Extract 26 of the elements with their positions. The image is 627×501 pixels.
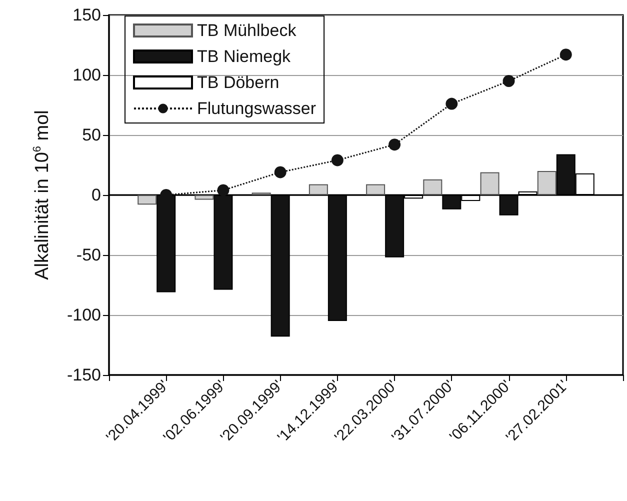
y-tick-label: 100 — [72, 66, 101, 84]
legend-label: Flutungswasser — [197, 99, 316, 118]
y-tick-label: -150 — [66, 366, 101, 384]
point — [388, 138, 401, 151]
legend-label: TB Döbern — [197, 73, 280, 92]
y-tick-label: 0 — [92, 186, 101, 204]
bar — [138, 195, 157, 205]
y-tick-label: 50 — [82, 126, 101, 144]
y-tick-label: -100 — [66, 306, 101, 324]
bar — [308, 184, 328, 195]
point — [217, 184, 230, 196]
y-tick-label: 150 — [72, 6, 101, 24]
legend-label: TB Mühlbeck — [197, 21, 297, 40]
bar — [423, 179, 442, 195]
point — [331, 154, 344, 166]
point — [274, 166, 286, 178]
point — [502, 75, 515, 87]
point — [446, 98, 458, 110]
bar — [480, 172, 500, 195]
bar — [194, 195, 214, 200]
legend-label: TB Niemegk — [197, 47, 292, 66]
bar — [366, 184, 386, 195]
y-tick-label: -50 — [76, 246, 101, 264]
y-axis-title: Alkalinität in 106 mol — [32, 110, 53, 280]
bar — [537, 171, 556, 195]
point — [560, 48, 572, 61]
